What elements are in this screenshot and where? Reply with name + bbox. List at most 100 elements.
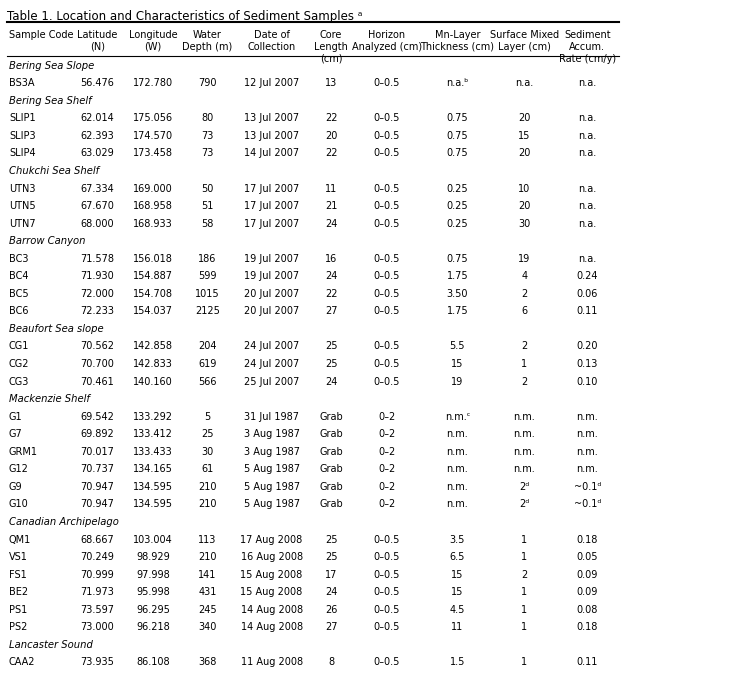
Text: 0.25: 0.25 [447,219,468,229]
Text: 14 Aug 2008: 14 Aug 2008 [241,622,302,632]
Text: 142.858: 142.858 [133,342,173,352]
Text: 154.708: 154.708 [133,289,173,299]
Text: 17: 17 [325,570,337,580]
Text: n.m.: n.m. [447,482,468,492]
Text: 0–0.5: 0–0.5 [374,377,400,387]
Text: 70.562: 70.562 [80,342,114,352]
Text: 98.929: 98.929 [136,552,170,562]
Text: 2125: 2125 [195,306,220,317]
Text: 0.09: 0.09 [577,570,598,580]
Text: 20 Jul 2007: 20 Jul 2007 [244,306,299,317]
Text: 3.50: 3.50 [447,289,468,299]
Text: 134.595: 134.595 [133,500,173,510]
Text: 31 Jul 1987: 31 Jul 1987 [244,412,299,422]
Text: UTN7: UTN7 [9,219,36,229]
Text: Sample Code: Sample Code [9,30,74,40]
Text: 20: 20 [325,131,337,141]
Text: 0–0.5: 0–0.5 [374,78,400,88]
Text: 25: 25 [325,535,337,545]
Text: 599: 599 [198,271,216,281]
Text: 17 Aug 2008: 17 Aug 2008 [241,535,302,545]
Text: 172.780: 172.780 [133,78,173,88]
Text: 11: 11 [325,184,337,194]
Text: 186: 186 [198,254,216,264]
Text: 19: 19 [451,377,464,387]
Text: 1: 1 [521,605,528,615]
Text: 133.433: 133.433 [133,447,173,457]
Text: 0.08: 0.08 [577,605,598,615]
Text: 0.06: 0.06 [577,289,598,299]
Text: 0.75: 0.75 [447,254,468,264]
Text: n.a.ᵇ: n.a.ᵇ [446,78,469,88]
Text: 15 Aug 2008: 15 Aug 2008 [241,587,302,597]
Text: 0–0.5: 0–0.5 [374,289,400,299]
Text: 0.25: 0.25 [447,184,468,194]
Text: 11 Aug 2008: 11 Aug 2008 [241,657,302,668]
Text: n.a.: n.a. [578,219,597,229]
Text: 17 Jul 2007: 17 Jul 2007 [244,219,299,229]
Text: 2: 2 [521,377,528,387]
Text: 5 Aug 1987: 5 Aug 1987 [244,500,299,510]
Text: Grab: Grab [319,482,343,492]
Text: 96.295: 96.295 [136,605,170,615]
Text: Beaufort Sea slope: Beaufort Sea slope [9,324,103,334]
Text: Grab: Grab [319,412,343,422]
Text: 30: 30 [518,219,531,229]
Text: 12 Jul 2007: 12 Jul 2007 [244,78,299,88]
Text: 70.947: 70.947 [80,482,114,492]
Text: 1.75: 1.75 [447,306,468,317]
Text: 20: 20 [518,201,531,211]
Text: BC4: BC4 [9,271,28,281]
Text: 133.412: 133.412 [133,429,173,439]
Text: 30: 30 [201,447,213,457]
Text: Grab: Grab [319,464,343,475]
Text: CG3: CG3 [9,377,29,387]
Text: 50: 50 [201,184,213,194]
Text: 24: 24 [325,377,337,387]
Text: 25 Jul 2007: 25 Jul 2007 [244,377,299,387]
Text: 26: 26 [325,605,337,615]
Text: 25: 25 [325,342,337,352]
Text: 0–0.5: 0–0.5 [374,587,400,597]
Text: n.a.: n.a. [578,254,597,264]
Text: n.a.: n.a. [578,113,597,124]
Text: 113: 113 [198,535,216,545]
Text: 0–0.5: 0–0.5 [374,148,400,159]
Text: 0–0.5: 0–0.5 [374,622,400,632]
Text: 14 Jul 2007: 14 Jul 2007 [244,148,299,159]
Text: 368: 368 [198,657,216,668]
Text: 15 Aug 2008: 15 Aug 2008 [241,570,302,580]
Text: 245: 245 [198,605,217,615]
Text: 210: 210 [198,482,216,492]
Text: n.m.: n.m. [447,500,468,510]
Text: 70.700: 70.700 [80,359,114,369]
Text: 68.667: 68.667 [80,535,114,545]
Text: 1: 1 [521,657,528,668]
Text: Barrow Canyon: Barrow Canyon [9,236,85,246]
Text: n.m.: n.m. [513,429,535,439]
Text: 154.037: 154.037 [133,306,173,317]
Text: 0–0.5: 0–0.5 [374,131,400,141]
Text: 2ᵈ: 2ᵈ [519,500,529,510]
Text: 140.160: 140.160 [133,377,173,387]
Text: 11: 11 [451,622,464,632]
Text: 0.11: 0.11 [577,657,598,668]
Text: 0–2: 0–2 [378,482,395,492]
Text: 204: 204 [198,342,216,352]
Text: PS1: PS1 [9,605,27,615]
Text: 0–0.5: 0–0.5 [374,657,400,668]
Text: 0.13: 0.13 [577,359,598,369]
Text: 0–0.5: 0–0.5 [374,184,400,194]
Text: Surface Mixed
Layer (cm): Surface Mixed Layer (cm) [490,30,559,52]
Text: 1.5: 1.5 [450,657,465,668]
Text: Longitude
(W): Longitude (W) [129,30,178,52]
Text: n.m.: n.m. [447,464,468,475]
Text: 0.05: 0.05 [577,552,598,562]
Text: 62.393: 62.393 [80,131,114,141]
Text: 0–0.5: 0–0.5 [374,552,400,562]
Text: 14 Aug 2008: 14 Aug 2008 [241,605,302,615]
Text: Bering Sea Slope: Bering Sea Slope [9,61,94,71]
Text: 19 Jul 2007: 19 Jul 2007 [244,254,299,264]
Text: 0.20: 0.20 [577,342,598,352]
Text: 24: 24 [325,271,337,281]
